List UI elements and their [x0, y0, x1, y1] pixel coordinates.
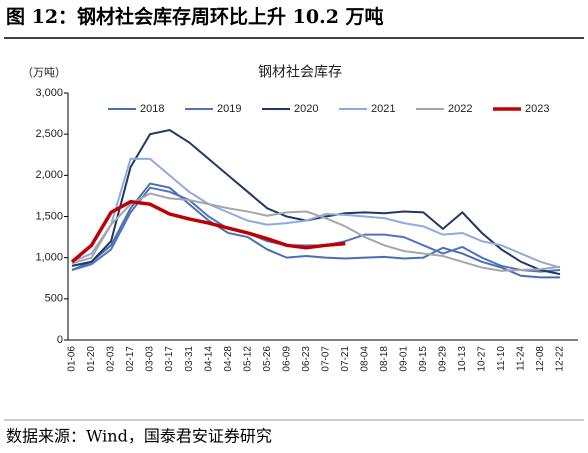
x-tick-label: 07-07 — [320, 346, 331, 372]
x-tick-label: 06-09 — [281, 346, 292, 372]
series-line — [71, 182, 560, 279]
x-tick-label: 02-17 — [125, 346, 136, 372]
legend-label: 2020 — [294, 103, 318, 115]
y-tick-label: 2,500 — [35, 128, 63, 140]
x-tick-label: 03-31 — [184, 346, 195, 372]
x-tick-label: 10-13 — [457, 346, 468, 372]
legend-label: 2022 — [448, 103, 472, 115]
x-tick-label: 08-04 — [359, 346, 370, 372]
x-tick-label: 05-12 — [242, 346, 253, 372]
y-tick-label: 1,000 — [35, 252, 63, 264]
y-label: （万吨） — [22, 66, 66, 79]
x-tick-label: 03-17 — [164, 346, 175, 372]
x-tick-label: 08-18 — [379, 346, 390, 372]
legend-label: 2018 — [140, 103, 164, 115]
legend-label: 2021 — [371, 103, 395, 115]
x-tick-label: 01-20 — [86, 346, 97, 372]
series-line — [71, 157, 561, 269]
legend-label: 2023 — [525, 103, 549, 115]
series-line — [71, 192, 561, 272]
x-tick-label: 07-21 — [340, 346, 351, 372]
figure-title: 图 12：钢材社会库存周环比上升 10.2 万吨 — [6, 5, 384, 28]
y-tick-label: 500 — [45, 293, 63, 305]
y-tick-label: 2,000 — [35, 169, 63, 181]
x-tick-label: 12-22 — [555, 346, 566, 372]
x-tick-label: 11-24 — [516, 346, 527, 371]
x-tick-label: 02-03 — [106, 346, 117, 372]
y-tick-label: 1,500 — [35, 210, 63, 222]
x-tick-label: 11-10 — [496, 346, 507, 371]
x-tick-label: 01-06 — [67, 346, 78, 372]
x-tick-label: 04-28 — [223, 346, 234, 372]
series-line — [71, 186, 561, 273]
x-tick-label: 09-15 — [418, 346, 429, 372]
x-tick-label: 03-03 — [145, 346, 156, 372]
y-tick-label: 3,000 — [35, 87, 63, 99]
x-tick-label: 04-14 — [203, 346, 214, 372]
source: 数据来源：Wind，国泰君安证券研究 — [6, 427, 272, 446]
x-tick-label: 09-01 — [398, 346, 409, 372]
chart-title: 钢材社会库存 — [258, 64, 342, 80]
y-tick-label: 0 — [57, 334, 63, 346]
x-tick-label: 05-26 — [262, 346, 273, 372]
x-tick-label: 06-23 — [301, 346, 312, 372]
series-line — [71, 128, 561, 276]
series-line — [70, 199, 346, 264]
legend-label: 2019 — [217, 103, 241, 115]
x-tick-label: 12-08 — [535, 346, 546, 372]
x-tick-label: 09-29 — [438, 346, 449, 372]
x-tick-label: 10-27 — [477, 346, 488, 372]
